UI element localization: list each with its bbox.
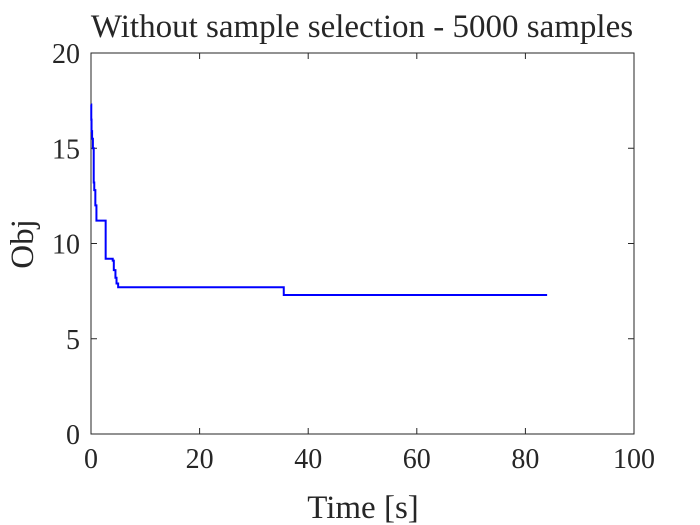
x-tick-label: 80 <box>511 444 539 475</box>
x-axis-label: Time [s] <box>307 490 419 525</box>
axes-box <box>90 52 635 435</box>
series-line <box>90 103 548 296</box>
chart-title: Without sample selection - 5000 samples <box>91 9 633 45</box>
y-tick-label: 20 <box>52 39 80 70</box>
x-tick-label: 0 <box>84 444 98 475</box>
x-tick-label: 20 <box>186 444 214 475</box>
y-tick-label: 0 <box>66 420 80 451</box>
y-axis-label: Obj <box>5 219 41 269</box>
plot-area <box>90 52 635 435</box>
x-tick-label: 40 <box>294 444 322 475</box>
y-tick-label: 5 <box>66 325 80 356</box>
ticks-layer: 0 20 40 60 80 100 0 5 10 15 20 <box>52 39 655 475</box>
series-layer <box>90 103 548 296</box>
y-tick-label: 10 <box>52 230 80 261</box>
x-tick-label: 60 <box>403 444 431 475</box>
y-tick-label: 15 <box>52 134 80 165</box>
x-tick-label: 100 <box>613 444 655 475</box>
